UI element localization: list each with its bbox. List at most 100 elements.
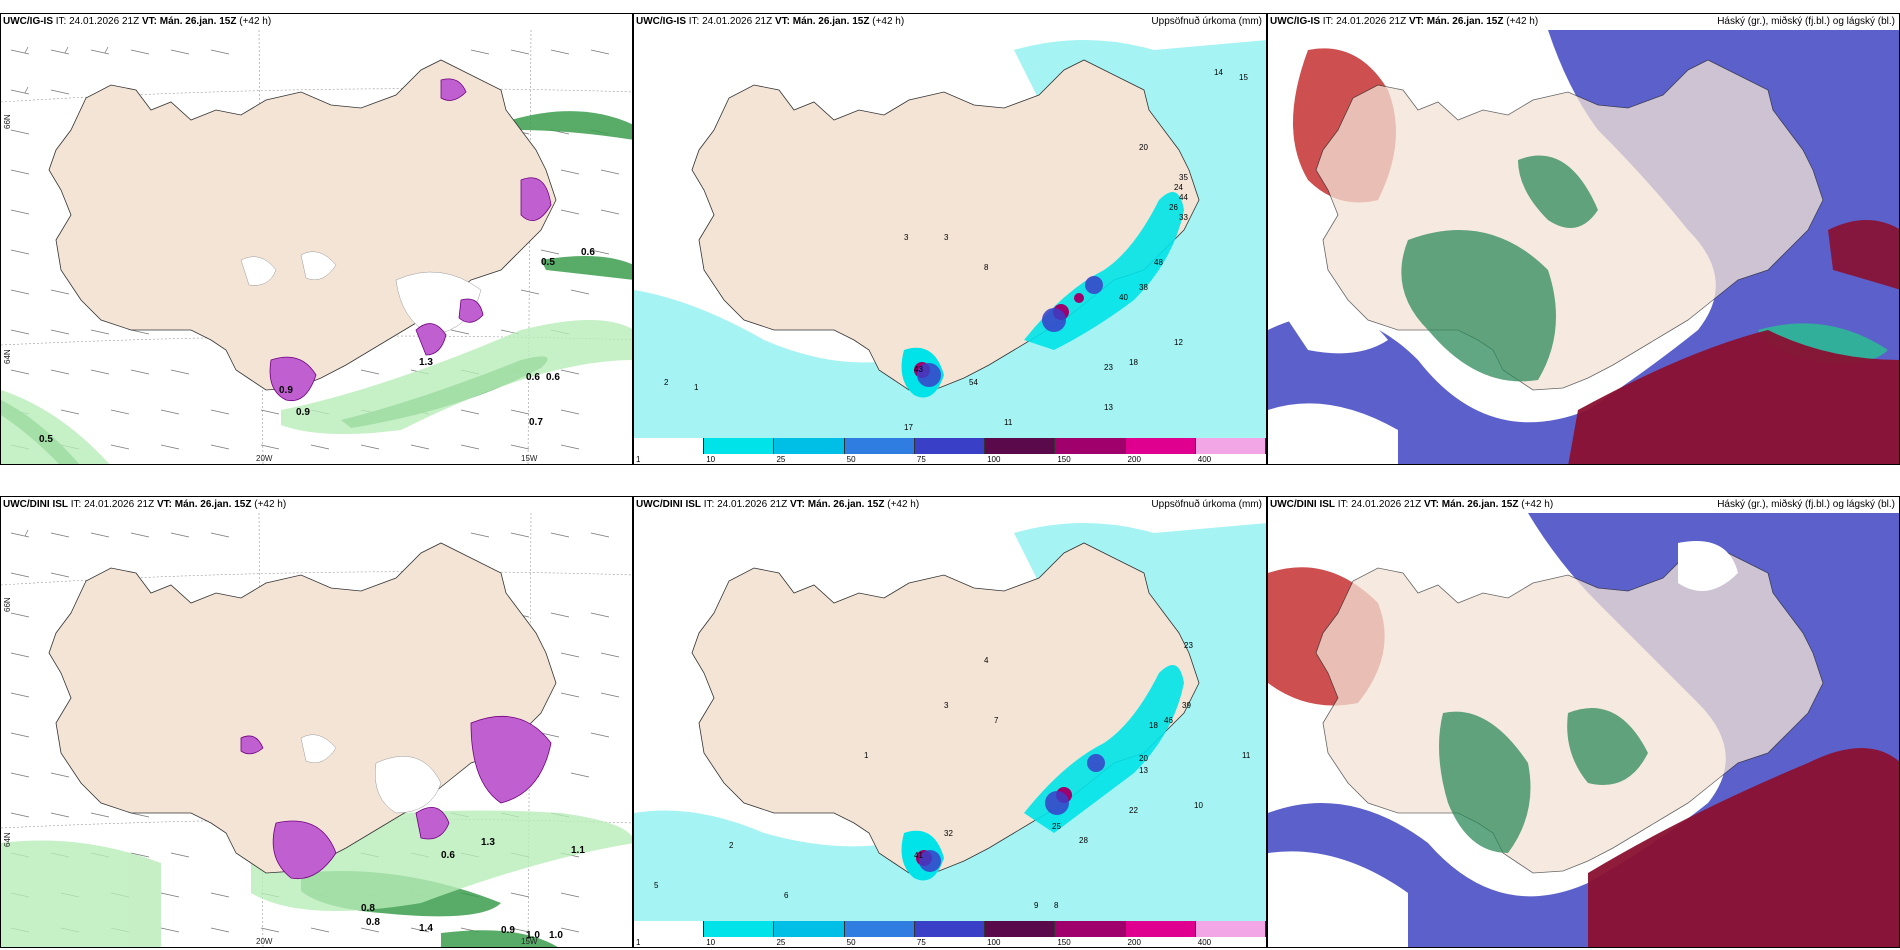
precip-value: 46	[1164, 716, 1173, 725]
precip-value: 48	[1154, 258, 1163, 267]
precip-value: 23	[1104, 363, 1113, 372]
precip-value: 7	[994, 716, 999, 725]
wind-value-label: 0.5	[39, 434, 53, 445]
wind-value-label: 1.1	[571, 845, 585, 856]
panel-title: Háský (gr.), miðský (fj.bl.) og lágský (…	[1717, 16, 1895, 27]
precip-value: 40	[1119, 293, 1128, 302]
wind-value-label: 1.3	[419, 357, 433, 368]
colorbar-swatch	[634, 921, 705, 937]
precip-value: 33	[1179, 213, 1188, 222]
colorbar: 1 10 25 50 75 100 150 200 400	[634, 921, 1266, 947]
colorbar-tick: 1	[636, 455, 641, 464]
colorbar-swatch	[1195, 438, 1266, 454]
colorbar-tick: 50	[846, 938, 856, 947]
colorbar-swatch	[985, 921, 1056, 937]
wind-value-label: 0.8	[366, 917, 380, 928]
precip-value: 8	[984, 263, 989, 272]
lon-label: 15W	[521, 454, 538, 463]
wind-value-label: 1.3	[481, 837, 495, 848]
map-wind-precip: 0.5 0.9 0.9 1.3 0.6 0.6 0.7 0.5 0.6	[1, 30, 632, 464]
precip-value: 3	[944, 233, 949, 242]
colorbar-tick: 100	[987, 938, 1001, 947]
wind-value-label: 0.9	[279, 385, 293, 396]
colorbar-swatch	[844, 921, 915, 937]
cloud-white-gap	[1268, 851, 1408, 947]
precip-value: 25	[1052, 822, 1061, 831]
cloud-white-gap	[1288, 308, 1388, 354]
map-accum-precip: 1 2 3 4 5 6 7 8 9 10 11 13 18 20 22 23 2…	[634, 513, 1266, 923]
panel-clouds-row2: UWC/DINI ISL IT: 24.01.2026 21Z VT: Mán.…	[1267, 496, 1900, 948]
wind-value-label: 0.6	[546, 372, 560, 383]
precip-value: 26	[1169, 203, 1178, 212]
precip-purple	[240, 716, 552, 880]
iceland-landmass	[1315, 542, 1824, 874]
map-clouds	[1268, 30, 1899, 464]
precip-value: 13	[1104, 403, 1113, 412]
colorbar-swatch	[1195, 921, 1266, 937]
colorbar-swatch	[634, 438, 705, 454]
wind-value-label: 1.0	[549, 930, 563, 941]
precip-value: 11	[1242, 751, 1251, 760]
precip-value: 5	[654, 881, 659, 890]
wind-value-label: 0.9	[296, 407, 310, 418]
panel-wind-precip-row1: UWC/IG-IS IT: 24.01.2026 21Z VT: Mán. 26…	[0, 13, 633, 465]
precip-value: 8	[1054, 901, 1059, 910]
lon-label: 20W	[256, 454, 273, 463]
glacier-holes	[240, 251, 482, 336]
wind-value-label: 1.0	[526, 930, 540, 941]
colorbar-swatch	[1125, 921, 1196, 937]
panel-clouds-row1: UWC/IG-IS IT: 24.01.2026 21Z VT: Mán. 26…	[1267, 13, 1900, 465]
precip-value: 3	[904, 233, 909, 242]
cloud-dark-area	[1828, 220, 1899, 290]
precip-value: 18	[1149, 721, 1158, 730]
colorbar-swatch	[704, 921, 775, 937]
wind-value-label: 0.8	[361, 903, 375, 914]
precip-value: 41	[914, 851, 923, 860]
precip-value: 35	[1179, 173, 1188, 182]
colorbar-tick: 25	[776, 938, 786, 947]
colorbar-swatch	[774, 921, 845, 937]
colorbar-tick: 75	[916, 938, 926, 947]
colorbar-swatch	[1055, 438, 1126, 454]
panel-wind-precip-row2: UWC/DINI ISL IT: 24.01.2026 21Z VT: Mán.…	[0, 496, 633, 948]
precip-value: 39	[1182, 701, 1191, 710]
precip-blue	[919, 754, 1105, 872]
panel-header: UWC/IG-IS IT: 24.01.2026 21Z VT: Mán. 26…	[1270, 16, 1539, 27]
precip-purple	[269, 78, 552, 402]
lon-label: 15W	[521, 937, 538, 946]
panel-header: UWC/IG-IS IT: 24.01.2026 21Z VT: Mán. 26…	[3, 16, 272, 27]
precip-value: 2	[729, 841, 734, 850]
precip-value: 43	[914, 365, 923, 374]
lat-label: 66N	[3, 114, 12, 129]
lat-label: 66N	[3, 597, 12, 612]
colorbar-tick: 150	[1057, 938, 1071, 947]
panel-accum-precip-row2: UWC/DINI ISL IT: 24.01.2026 21Z VT: Mán.…	[633, 496, 1267, 948]
colorbar-tick: 200	[1127, 455, 1141, 464]
precip-value: 17	[904, 423, 913, 432]
panel-title: Háský (gr.), miðský (fj.bl.) og lágský (…	[1717, 499, 1895, 510]
cloud-mid-area	[1401, 230, 1556, 382]
wind-value-label: 0.6	[526, 372, 540, 383]
precip-blue	[917, 276, 1103, 387]
cloud-mid-area	[1439, 711, 1531, 853]
map-accum-precip: 1 2 3 3 8 9 10 11 12 13 14 15 17 18 20 2…	[634, 30, 1266, 440]
precip-value: 20	[1139, 754, 1148, 763]
colorbar-tick: 400	[1197, 455, 1212, 464]
precip-value: 28	[1079, 836, 1088, 845]
panel-title: Uppsöfnuð úrkoma (mm)	[1151, 499, 1262, 510]
precip-value: 1	[694, 383, 699, 392]
lat-label: 64N	[3, 349, 12, 364]
wind-value-label: 0.9	[501, 925, 515, 936]
map-wind-precip: 0.8 0.8 1.0 1.3 1.4 0.9 1.0 0.6 1.1	[1, 513, 632, 947]
precip-value: 24	[1174, 183, 1183, 192]
precip-value: 20	[1139, 143, 1148, 152]
wind-value-label: 0.6	[441, 850, 455, 861]
precip-value: 12	[1174, 338, 1183, 347]
panel-header: UWC/DINI ISL IT: 24.01.2026 21Z VT: Mán.…	[636, 499, 920, 510]
wind-light-green	[1, 320, 632, 464]
precip-value: 38	[1139, 283, 1148, 292]
precip-value: 15	[1239, 73, 1248, 82]
glacier-holes	[300, 734, 442, 814]
lat-label: 64N	[3, 832, 12, 847]
wind-value-label: 0.6	[581, 247, 595, 258]
